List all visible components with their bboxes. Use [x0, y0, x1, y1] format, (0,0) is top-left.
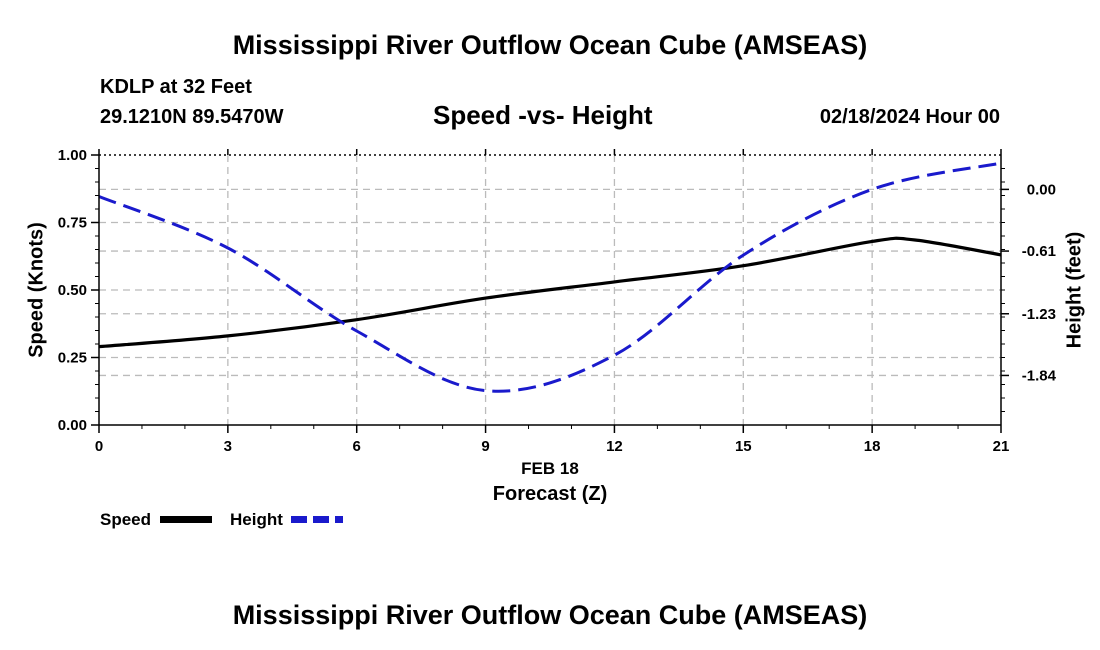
y-left-tick-label: 0.00: [58, 417, 87, 434]
y-left-tick-label: 0.50: [58, 282, 87, 299]
x-axis-date-label: FEB 18: [521, 459, 579, 478]
forecast-datetime: 02/18/2024 Hour 00: [819, 106, 1000, 128]
legend-height-swatch: [291, 516, 343, 523]
x-tick-label: 0: [95, 438, 103, 455]
chart-subtitle: Speed -vs- Height: [433, 100, 653, 130]
series-layer: [98, 161, 1002, 393]
y-right-tick-label: -1.84: [1022, 367, 1057, 384]
y-axis-right-title: Height (feet): [1063, 231, 1086, 349]
axes: 0 3 6 9 12 15 18 21 0.00 0.25 0.50 0.75 1.00 0.00 -0.6…: [58, 147, 1057, 505]
series-line-speed: [98, 236, 1002, 349]
y-left-tick-label: 1.00: [58, 147, 87, 164]
x-tick-label: 12: [606, 438, 623, 455]
y-right-tick-label: -0.61: [1022, 243, 1056, 260]
x-tick-label: 18: [864, 438, 881, 455]
legend-speed-swatch: [160, 516, 212, 523]
y-right-tick-label: 0.00: [1027, 181, 1056, 198]
y-right-tick-label: -1.23: [1022, 306, 1056, 323]
x-tick-label: 15: [735, 438, 752, 455]
y-left-tick-label: 0.75: [58, 215, 87, 232]
grid: [99, 155, 1001, 425]
chart-title-top: Mississippi River Outflow Ocean Cube (AM…: [232, 30, 868, 60]
x-tick-label: 21: [993, 438, 1010, 455]
chart-title-bottom: Mississippi River Outflow Ocean Cube (AM…: [232, 600, 868, 630]
x-tick-label: 9: [481, 438, 489, 455]
x-axis-title: Forecast (Z): [493, 483, 607, 505]
x-tick-label: 3: [224, 438, 232, 455]
speed-height-chart: 0 3 6 9 12 15 18 21 0.00 0.25 0.50 0.75 1.00 0.00 -0.6…: [58, 147, 1057, 505]
series-line-height: [98, 161, 1002, 393]
station-coords: 29.1210N 89.5470W: [100, 106, 284, 128]
y-left-tick-label: 0.25: [58, 350, 87, 367]
legend-height-label: Height: [230, 510, 283, 529]
legend-speed-label: Speed: [100, 510, 152, 529]
x-tick-label: 6: [353, 438, 361, 455]
station-label: KDLP at 32 Feet: [100, 76, 252, 98]
y-axis-left-title: Speed (Knots): [25, 222, 48, 358]
